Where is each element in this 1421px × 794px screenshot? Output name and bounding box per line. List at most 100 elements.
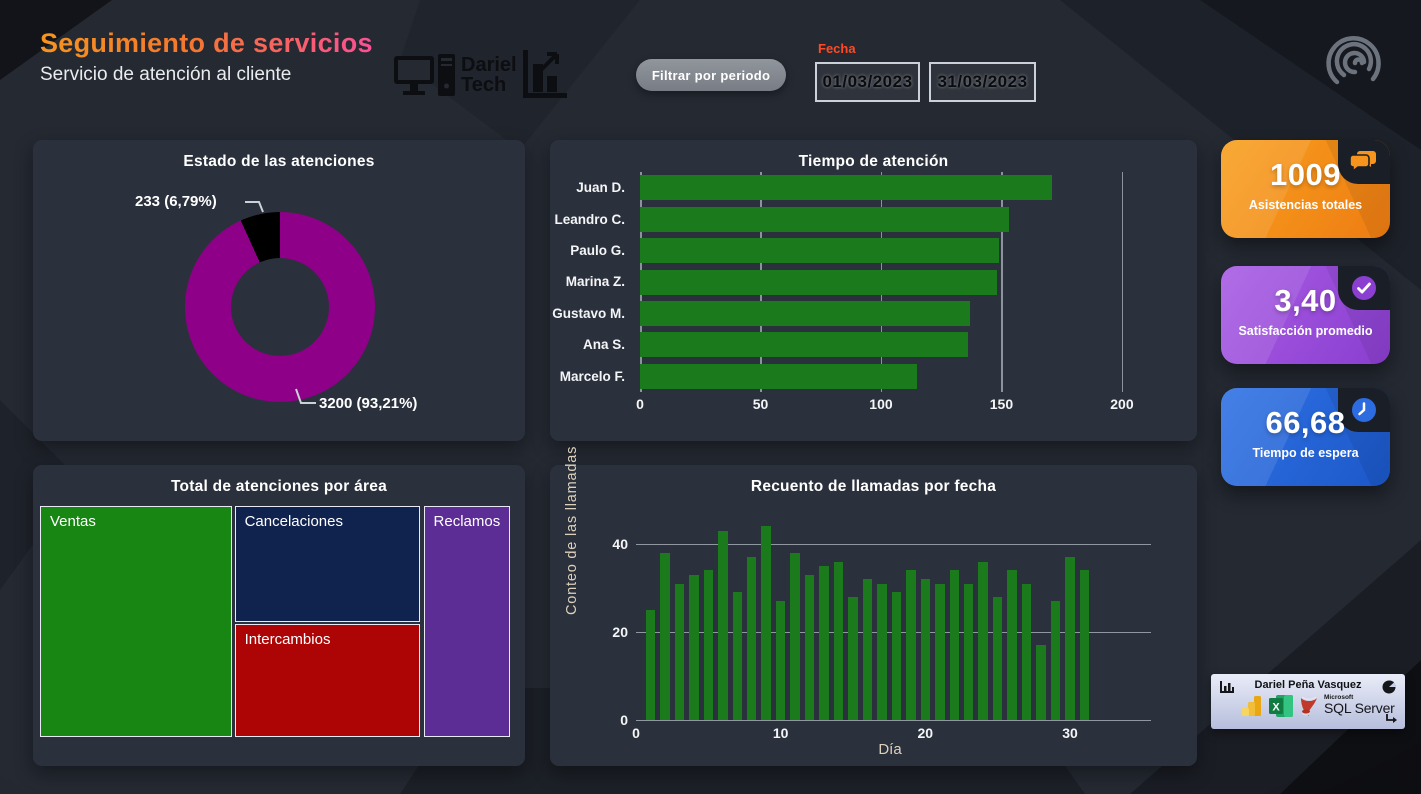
x-tick-label: 30 (1062, 725, 1078, 741)
page-title: Seguimiento de servicios (40, 28, 373, 58)
bar[interactable] (992, 596, 1003, 720)
chart-title: Recuento de llamadas por fecha (750, 478, 997, 495)
bar[interactable] (703, 570, 714, 720)
chart-title: Estado de las atenciones (183, 153, 375, 170)
bar[interactable] (906, 570, 916, 720)
corner-arrow-icon (1386, 714, 1397, 723)
bar[interactable] (640, 175, 1053, 201)
bar[interactable] (761, 526, 771, 720)
treemap-tile-cancelaciones[interactable]: Cancelaciones (234, 506, 421, 622)
bar[interactable] (1065, 557, 1075, 720)
filter-period-button[interactable]: Filtrar por periodo (636, 59, 786, 91)
kpi-value: 1009 (1270, 157, 1341, 192)
author-name: Dariel Peña Vasquez (1254, 679, 1362, 691)
x-axis: 0 50 100 150 200 (550, 396, 1197, 416)
category-label: Paulo G. (570, 243, 625, 259)
bar[interactable] (935, 583, 945, 720)
bar[interactable] (746, 557, 757, 720)
donut-label-minor: 233 (6,79%) (135, 193, 217, 210)
date-label: Fecha (818, 41, 856, 56)
bar[interactable] (645, 610, 656, 720)
bar[interactable] (862, 579, 873, 720)
category-axis: Juan D. Leandro C. Paulo G. Marina Z. Gustav… (550, 172, 634, 392)
sql-server-icon (1301, 696, 1317, 716)
kpi-value: 66,68 (1265, 405, 1346, 440)
x-tick-label: 10 (772, 725, 789, 741)
bar[interactable] (640, 363, 918, 389)
category-label: Marina Z. (565, 274, 625, 290)
kpi-icon-notch (1338, 388, 1390, 432)
bar[interactable] (640, 269, 997, 295)
bar[interactable] (640, 332, 968, 358)
company-logo: Dariel Tech (393, 45, 583, 105)
bar[interactable] (1007, 570, 1017, 720)
card-estado-atenciones: Estado de las atenciones 233 (6,79%) 320… (33, 140, 525, 441)
chart-title: Total de atenciones por área (170, 478, 388, 495)
bar[interactable] (674, 583, 685, 720)
check-icon (1352, 276, 1376, 300)
bar[interactable] (1079, 570, 1090, 720)
excel-icon: X (1269, 695, 1293, 717)
bar[interactable] (689, 574, 699, 720)
kpi-tiempo-espera: 66,68 Tiempo de espera (1221, 388, 1390, 486)
bar[interactable] (848, 596, 858, 720)
credit-badge: Dariel Peña Vasquez X (1211, 674, 1405, 729)
treemap-tile-reclamos[interactable]: Reclamos (423, 506, 510, 737)
bar[interactable] (877, 583, 887, 720)
donut-chart[interactable] (185, 212, 375, 402)
column-plot-area (636, 523, 1151, 721)
chat-icon (1350, 151, 1376, 173)
bar[interactable] (790, 552, 800, 720)
bar[interactable] (978, 561, 988, 720)
bar[interactable] (833, 561, 844, 720)
bar[interactable] (718, 530, 728, 720)
treemap-tile-ventas[interactable]: Ventas (40, 506, 233, 737)
date-from-input[interactable]: 01/03/2023 (815, 62, 920, 102)
treemap-tile-intercambios[interactable]: Intercambios (234, 624, 421, 737)
x-tick-label: 200 (1110, 396, 1134, 412)
kpi-satisfaccion-promedio: 3,40 Satisfacción promedio (1221, 266, 1390, 364)
bar[interactable] (819, 566, 829, 720)
bar[interactable] (640, 300, 971, 326)
computer-icon (394, 54, 455, 96)
bar[interactable] (891, 592, 902, 720)
category-label: Juan D. (576, 180, 625, 196)
bar[interactable] (963, 583, 974, 720)
page-subtitle: Servicio de atención al cliente (40, 64, 292, 85)
bar[interactable] (920, 579, 931, 720)
bar[interactable] (1036, 645, 1046, 720)
category-label: Leandro C. (554, 211, 625, 227)
sql-server-text: Microsoft SQL Server (1324, 693, 1395, 717)
bar[interactable] (775, 601, 786, 720)
x-tick-label: 0 (632, 725, 640, 741)
logo-text: Dariel Tech (461, 54, 517, 96)
card-tiempo-atencion: Tiempo de atención Juan D. Leandro C. Paul… (550, 140, 1197, 441)
x-tick-label: 150 (989, 396, 1014, 412)
kpi-asistencias-totales: 1009 Asistencias totales (1221, 140, 1390, 238)
svg-text:X: X (1272, 702, 1280, 714)
bar[interactable] (1021, 583, 1032, 720)
bar[interactable] (640, 238, 1000, 264)
x-axis-label: Día (878, 741, 902, 758)
y-axis-label: Conteo de las llamadas (564, 445, 580, 615)
treemap: Ventas Cancelaciones Intercambios Reclamos (40, 506, 510, 737)
date-to-input[interactable]: 31/03/2023 (929, 62, 1036, 102)
pie-chart-icon (1382, 680, 1396, 694)
chart-title: Tiempo de atención (798, 153, 949, 170)
y-tick-label: 40 (612, 536, 628, 552)
category-label: Gustavo M. (552, 305, 625, 321)
tool-logos: X Microsoft SQL Server (1241, 694, 1395, 718)
gridline (636, 719, 1151, 721)
kpi-label: Satisfacción promedio (1238, 324, 1373, 338)
bar[interactable] (949, 570, 959, 720)
bar[interactable] (640, 206, 1009, 232)
bar[interactable] (732, 592, 742, 720)
kpi-label: Tiempo de espera (1252, 446, 1359, 460)
kpi-icon-notch (1338, 266, 1390, 310)
bar[interactable] (1050, 601, 1061, 720)
bar[interactable] (804, 574, 815, 720)
card-atenciones-area: Total de atenciones por área Ventas Cance… (33, 465, 525, 766)
bar[interactable] (660, 552, 670, 720)
card-llamadas-fecha: Recuento de llamadas por fecha Conteo de… (550, 446, 1197, 766)
